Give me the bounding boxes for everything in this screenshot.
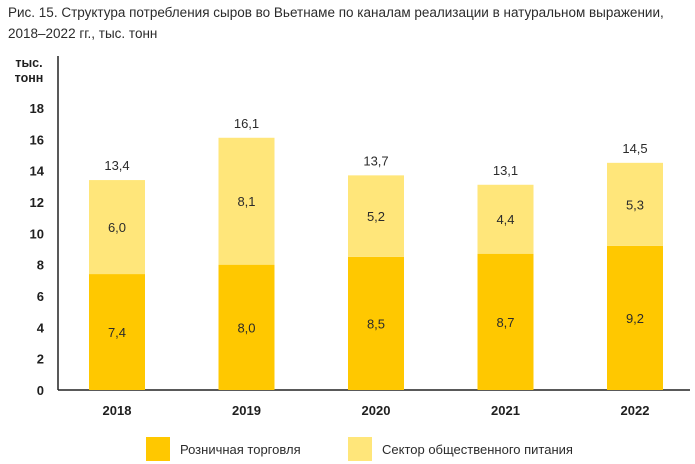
- y-tick-label: 6: [37, 289, 44, 304]
- legend-swatch-foodservice: [348, 437, 372, 461]
- bar-retail-2021: [477, 253, 534, 390]
- data-label-retail-2018: 7,4: [108, 325, 126, 340]
- legend-label-foodservice: Сектор общественного питания: [382, 441, 573, 457]
- bar-retail-2018: [89, 274, 145, 390]
- legend-label-retail: Розничная торговля: [180, 441, 301, 457]
- bar-retail-2020: [348, 256, 404, 390]
- legend-item-retail: Розничная торговля: [146, 437, 301, 461]
- bar-foodservice-2020: [348, 175, 404, 257]
- bar-retail-2019: [218, 264, 275, 390]
- x-tick-label-2019: 2019: [232, 403, 261, 418]
- x-tick-label-2022: 2022: [621, 403, 650, 418]
- y-tick-label: 16: [30, 132, 44, 147]
- data-label-retail-2022: 9,2: [626, 311, 644, 326]
- total-label-2020: 13,7: [363, 153, 388, 168]
- legend-item-foodservice: Сектор общественного питания: [348, 437, 573, 461]
- total-label-2019: 16,1: [234, 116, 259, 131]
- bar-foodservice-2019: [218, 137, 275, 265]
- y-tick-label: 2: [37, 352, 44, 367]
- total-label-2021: 13,1: [493, 163, 518, 178]
- data-label-foodservice-2018: 6,0: [108, 220, 126, 235]
- data-label-retail-2020: 8,5: [367, 316, 385, 331]
- y-tick-label: 0: [37, 383, 44, 398]
- data-label-foodservice-2019: 8,1: [237, 194, 255, 209]
- x-tick-label-2018: 2018: [103, 403, 132, 418]
- legend: Розничная торговля Сектор общественного …: [0, 437, 695, 461]
- data-label-foodservice-2022: 5,3: [626, 197, 644, 212]
- bar-foodservice-2018: [89, 180, 145, 275]
- y-axis-unit-label: тыс. тонн: [14, 56, 44, 85]
- data-label-retail-2021: 8,7: [496, 315, 514, 330]
- data-label-retail-2019: 8,0: [237, 320, 255, 335]
- x-tick-label-2020: 2020: [362, 403, 391, 418]
- y-tick-label: 10: [30, 226, 44, 241]
- y-tick-label: 12: [30, 195, 44, 210]
- bar-foodservice-2022: [607, 162, 663, 246]
- chart-canvas: 0 2 4 6 8 10 12 14 16 18 7,4 6,0 13,4 2018 8,0 8,1 16,1 2…: [30, 56, 690, 418]
- total-label-2022: 14,5: [622, 141, 647, 156]
- legend-swatch-retail: [146, 437, 170, 461]
- y-tick-label: 8: [37, 258, 44, 273]
- y-tick-label: 14: [30, 164, 45, 179]
- data-label-foodservice-2021: 4,4: [496, 212, 514, 227]
- y-tick-label: 4: [37, 320, 45, 335]
- x-tick-label-2021: 2021: [491, 403, 520, 418]
- bar-retail-2022: [607, 245, 663, 390]
- total-label-2018: 13,4: [104, 158, 129, 173]
- y-tick-label: 18: [30, 101, 44, 116]
- bar-foodservice-2021: [477, 184, 534, 254]
- data-label-foodservice-2020: 5,2: [367, 209, 385, 224]
- chart-title: Рис. 15. Структура потребления сыров во …: [8, 5, 664, 41]
